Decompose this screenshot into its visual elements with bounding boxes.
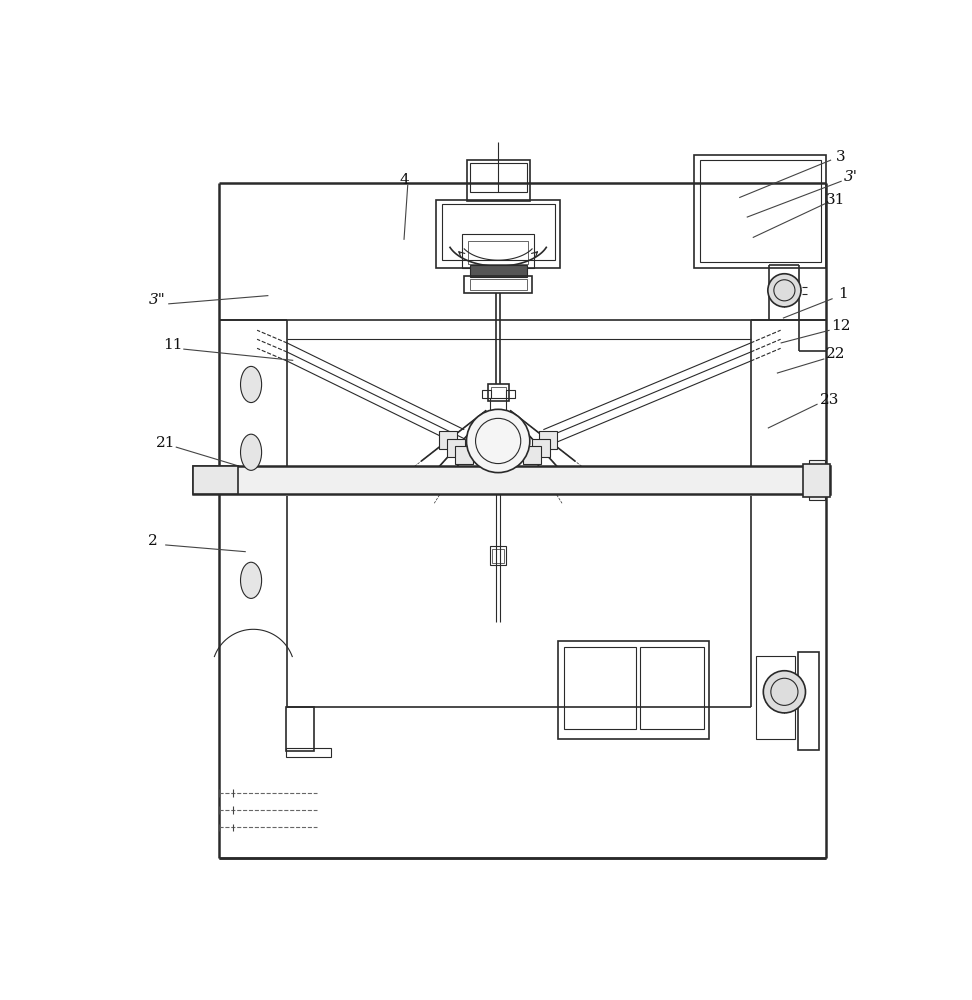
- Bar: [558, 641, 709, 739]
- Bar: [469, 279, 527, 290]
- Text: 22: 22: [826, 347, 846, 361]
- Bar: [193, 466, 830, 494]
- Circle shape: [771, 678, 798, 705]
- Bar: [436, 200, 560, 268]
- Bar: [465, 276, 532, 293]
- FancyBboxPatch shape: [539, 431, 557, 449]
- Bar: [481, 390, 491, 398]
- Bar: [488, 384, 508, 401]
- Text: 21: 21: [156, 436, 175, 450]
- Text: 31: 31: [826, 193, 846, 207]
- Bar: [756, 656, 795, 739]
- Bar: [491, 387, 505, 398]
- Bar: [809, 460, 825, 500]
- Ellipse shape: [240, 366, 261, 403]
- Text: 3": 3": [150, 293, 166, 307]
- Circle shape: [768, 274, 801, 307]
- Bar: [505, 390, 515, 398]
- Bar: [286, 748, 330, 757]
- Ellipse shape: [240, 434, 261, 470]
- Text: 11: 11: [163, 338, 183, 352]
- Bar: [193, 466, 238, 494]
- FancyBboxPatch shape: [532, 439, 550, 457]
- Bar: [490, 546, 506, 565]
- Text: 4: 4: [399, 173, 409, 187]
- Bar: [469, 265, 527, 277]
- Text: 23: 23: [820, 393, 839, 407]
- Circle shape: [774, 280, 795, 301]
- Bar: [803, 464, 830, 497]
- Bar: [798, 652, 819, 750]
- Bar: [469, 241, 529, 264]
- Bar: [490, 398, 506, 412]
- Text: 3': 3': [844, 170, 857, 184]
- Bar: [640, 647, 704, 729]
- Text: 3: 3: [836, 150, 846, 164]
- Ellipse shape: [240, 562, 261, 598]
- Bar: [467, 160, 530, 201]
- Bar: [700, 160, 820, 262]
- Bar: [492, 549, 504, 563]
- Text: 2: 2: [149, 534, 158, 548]
- Bar: [441, 204, 555, 260]
- Text: 1: 1: [838, 287, 848, 301]
- Bar: [565, 647, 636, 729]
- Circle shape: [763, 671, 806, 713]
- FancyBboxPatch shape: [439, 431, 457, 449]
- Bar: [286, 707, 314, 751]
- Circle shape: [467, 409, 530, 473]
- Bar: [462, 234, 535, 268]
- Bar: [469, 163, 527, 192]
- FancyBboxPatch shape: [446, 439, 465, 457]
- Bar: [694, 155, 826, 268]
- FancyBboxPatch shape: [523, 446, 541, 464]
- Text: 12: 12: [831, 319, 850, 333]
- FancyBboxPatch shape: [455, 446, 473, 464]
